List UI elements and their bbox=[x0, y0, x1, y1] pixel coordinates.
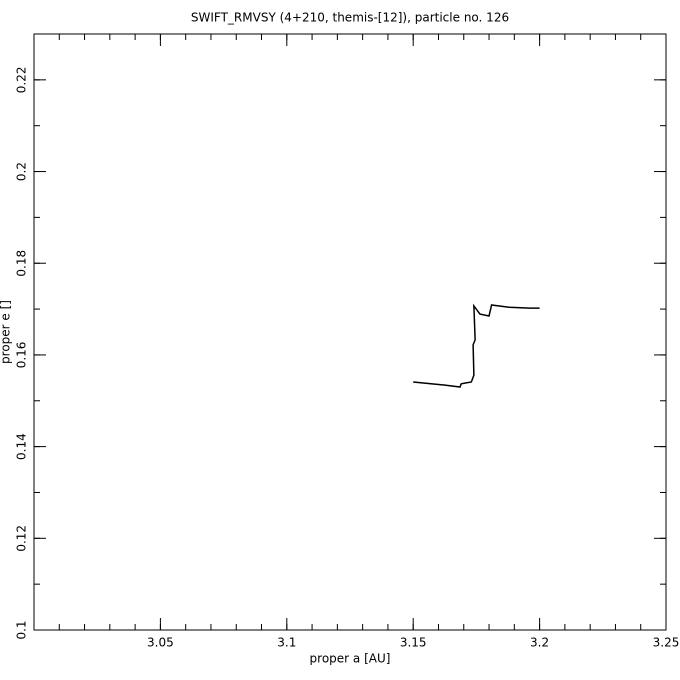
plot-frame bbox=[33, 33, 667, 631]
y-tick-label: 0.1 bbox=[15, 620, 29, 639]
x-tick-label: 3.2 bbox=[530, 636, 549, 650]
y-tick-label: 0.22 bbox=[15, 66, 29, 93]
y-tick-label: 0.16 bbox=[15, 342, 29, 369]
x-tick-label: 3.25 bbox=[653, 636, 680, 650]
y-tick-label: 0.14 bbox=[15, 433, 29, 460]
y-axis-label: proper e [] bbox=[0, 300, 13, 364]
y-tick-label: 0.2 bbox=[15, 162, 29, 181]
x-tick-label: 3.1 bbox=[277, 636, 296, 650]
x-tick-label: 3.05 bbox=[147, 636, 174, 650]
x-axis-label: proper a [AU] bbox=[310, 652, 391, 666]
y-tick-label: 0.18 bbox=[15, 250, 29, 277]
x-tick-label: 3.15 bbox=[400, 636, 427, 650]
chart-title: SWIFT_RMVSY (4+210, themis-[12]), partic… bbox=[191, 11, 509, 25]
data-line bbox=[413, 303, 540, 388]
y-tick-label: 0.12 bbox=[15, 525, 29, 552]
